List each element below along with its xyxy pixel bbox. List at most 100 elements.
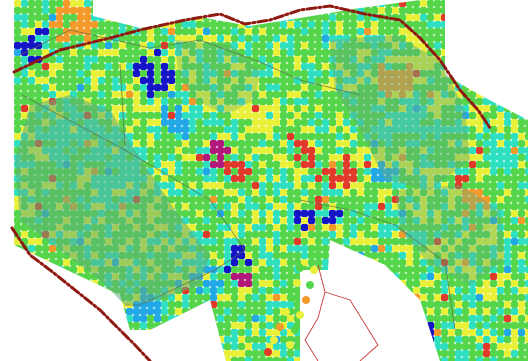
heat-cell (98, 56, 105, 63)
heat-cell (280, 189, 287, 196)
sample-point[interactable] (310, 266, 318, 274)
heat-cell (259, 189, 266, 196)
heat-cell (217, 105, 224, 112)
heat-cell (245, 182, 252, 189)
heat-cell (406, 203, 413, 210)
zone-polygon-lower-right[interactable] (395, 185, 505, 285)
heat-cell (441, 252, 448, 259)
heat-cell (343, 42, 350, 49)
heat-cell (378, 35, 385, 42)
heat-cell (511, 217, 518, 224)
heat-cell (287, 105, 294, 112)
sample-point[interactable] (270, 336, 278, 344)
sample-point[interactable] (286, 341, 294, 349)
heat-cell (448, 98, 455, 105)
sample-point[interactable] (264, 348, 272, 356)
sample-point[interactable] (288, 294, 296, 302)
heat-cell (266, 119, 273, 126)
sample-point[interactable] (306, 281, 314, 289)
heat-cell (168, 161, 175, 168)
heat-cell (343, 168, 350, 175)
heat-cell (301, 56, 308, 63)
road-outline-upper[interactable] (19, 29, 361, 96)
heat-cell (77, 0, 84, 7)
heat-cell (420, 182, 427, 189)
heat-cell (252, 126, 259, 133)
heat-cell (469, 168, 476, 175)
heat-cell (21, 56, 28, 63)
heat-cell (28, 245, 35, 252)
heat-cell (175, 175, 182, 182)
heat-cell (476, 175, 483, 182)
sample-point[interactable] (302, 296, 310, 304)
heat-cell (266, 259, 273, 266)
sample-point[interactable] (293, 279, 301, 287)
boundary-line-north[interactable] (12, 4, 492, 130)
heat-cell (392, 175, 399, 182)
heat-cell (301, 105, 308, 112)
heat-cell (336, 14, 343, 21)
road-outline-right[interactable] (299, 199, 456, 331)
heat-cell (182, 140, 189, 147)
heat-cell (280, 147, 287, 154)
heat-cell (448, 280, 455, 287)
zone-polygon-center[interactable] (175, 40, 260, 115)
heat-cell (49, 7, 56, 14)
heat-cell (266, 252, 273, 259)
heat-cell (406, 168, 413, 175)
heat-cell (189, 133, 196, 140)
heat-cell (280, 350, 287, 357)
heat-cell (378, 98, 385, 105)
heat-cell (217, 252, 224, 259)
heat-cell (42, 0, 49, 7)
heat-cell (308, 42, 315, 49)
heat-cell (378, 28, 385, 35)
sample-point[interactable] (276, 323, 284, 331)
heat-cell (518, 350, 525, 357)
heat-cell (525, 238, 528, 245)
sample-point[interactable] (282, 308, 290, 316)
boundary-line-southwest[interactable] (10, 226, 152, 361)
heat-cell (210, 112, 217, 119)
heat-cell (119, 56, 126, 63)
sample-point[interactable] (291, 326, 299, 334)
channel-line[interactable] (304, 264, 379, 361)
heat-cell (175, 63, 182, 70)
heat-cell (238, 140, 245, 147)
heat-cell (322, 105, 329, 112)
heat-cell (392, 168, 399, 175)
heat-cell (266, 196, 273, 203)
heat-cell (119, 77, 126, 84)
heat-cell (511, 329, 518, 336)
sample-point[interactable] (314, 251, 322, 259)
heat-cell (427, 161, 434, 168)
heat-cell (490, 336, 497, 343)
heat-cell (273, 308, 280, 315)
heat-cell (42, 7, 49, 14)
heat-cell (238, 252, 245, 259)
heat-cell (364, 77, 371, 84)
heat-cell (161, 182, 168, 189)
heat-cell (511, 231, 518, 238)
heat-cell (203, 63, 210, 70)
heat-cell (196, 161, 203, 168)
zone-polygon-left[interactable] (15, 95, 210, 305)
heat-cell (518, 266, 525, 273)
heat-cell (497, 189, 504, 196)
heat-cell (238, 203, 245, 210)
heat-cell (455, 266, 462, 273)
heat-cell (427, 189, 434, 196)
heat-cell (224, 350, 231, 357)
heat-cell (455, 105, 462, 112)
sample-point[interactable] (296, 311, 304, 319)
heat-cell (399, 91, 406, 98)
heat-cell (385, 49, 392, 56)
zone-polygon-right[interactable] (330, 35, 470, 190)
heat-cell (420, 210, 427, 217)
road-outline-polygon[interactable] (21, 63, 246, 306)
heat-cell (322, 252, 329, 259)
heat-cell (378, 252, 385, 259)
sample-point[interactable] (296, 264, 304, 272)
heat-cell (497, 182, 504, 189)
